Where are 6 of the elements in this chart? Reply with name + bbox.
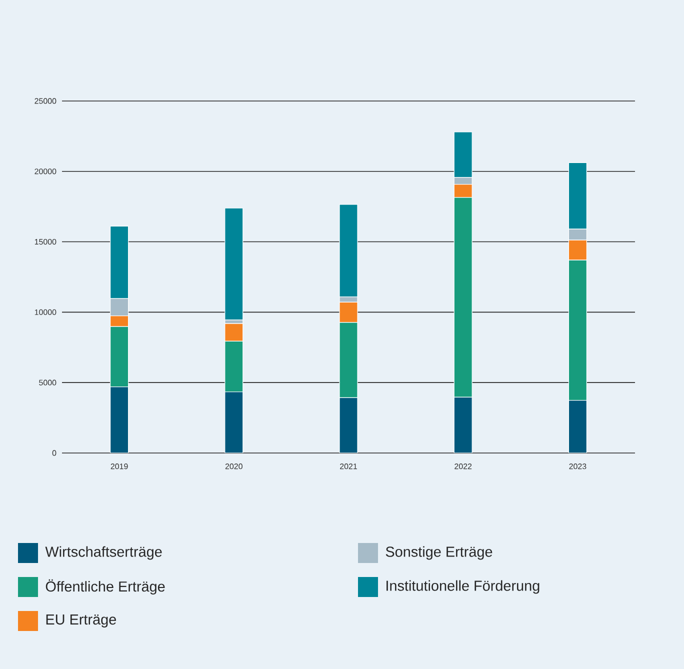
legend-label: Institutionelle Förderung (386, 580, 540, 594)
legend-label: Sonstige Erträge (386, 546, 492, 560)
bar (224, 208, 244, 320)
legend-label: Wirtschaftserträge (45, 546, 162, 560)
legend-label: Öffentliche Erträge (46, 579, 165, 595)
legend-label: EU Erträge (46, 614, 116, 628)
